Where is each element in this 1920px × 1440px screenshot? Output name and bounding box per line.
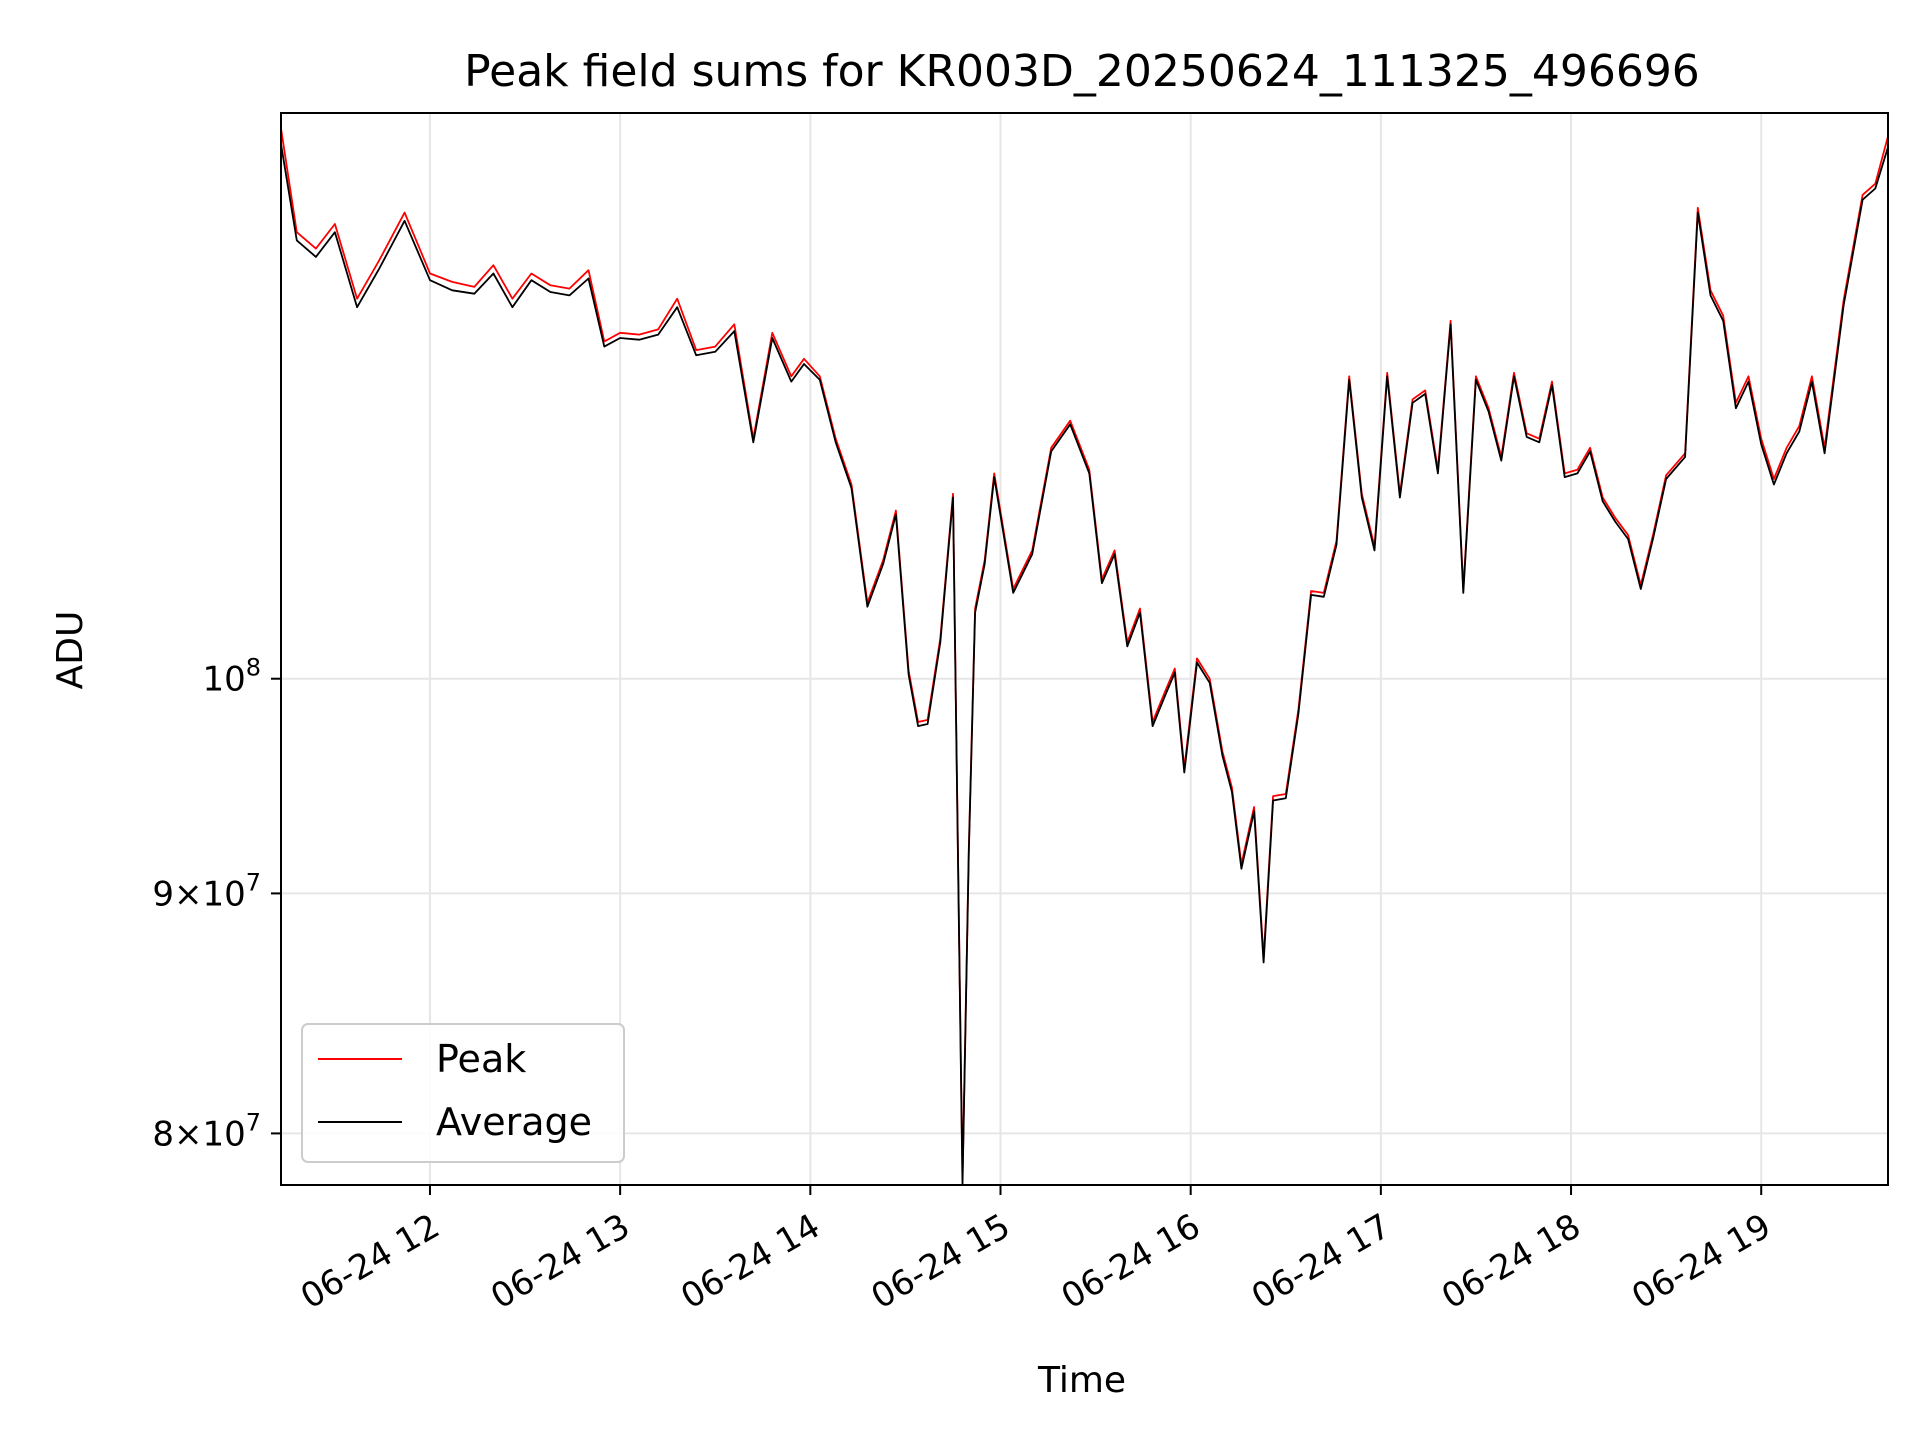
x-axis-label: Time: [1037, 1360, 1126, 1401]
grid: [281, 113, 1888, 1185]
y-tick-label: 9×107: [152, 868, 261, 914]
chart-title: Peak field sums for KR003D_20250624_1113…: [464, 46, 1700, 97]
y-tick-label: 8×107: [152, 1108, 261, 1154]
plot-frame: [280, 112, 1889, 1186]
y-tick-label: 108: [202, 654, 261, 700]
series-line-average: [280, 143, 1889, 1186]
y-axis-ticks: 8×107 9×107 108: [152, 654, 281, 1154]
series-lines: [280, 128, 1889, 1186]
legend-peak-label: Peak: [436, 1037, 526, 1081]
legend-average-label: Average: [436, 1100, 592, 1144]
y-axis-label: ADU: [50, 611, 91, 690]
legend: Peak Average: [301, 1023, 625, 1163]
